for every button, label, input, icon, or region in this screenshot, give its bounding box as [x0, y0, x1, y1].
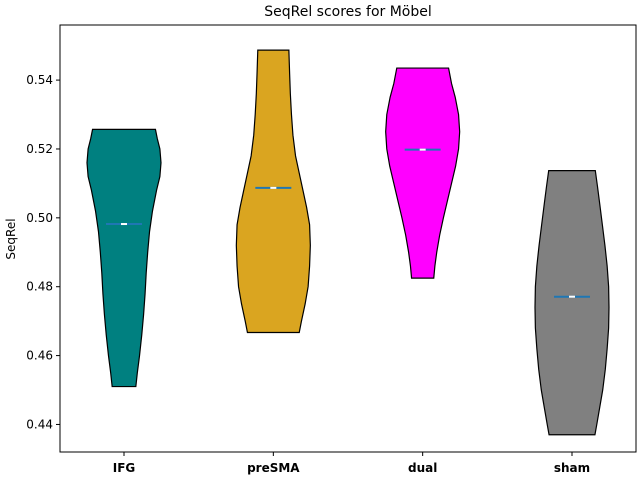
x-tick-label: dual	[408, 461, 437, 475]
y-tick-label: 0.52	[26, 142, 53, 156]
y-tick-label: 0.50	[26, 211, 53, 225]
violin-dual	[385, 67, 461, 279]
y-tick-label: 0.44	[26, 417, 53, 431]
plot-frame	[59, 24, 637, 453]
chart-title: SeqRel scores for Möbel	[264, 4, 432, 20]
x-axis-ticks: IFG preSMA dual sham	[113, 452, 590, 475]
violins-layer	[86, 49, 610, 436]
x-tick-label: sham	[554, 461, 590, 475]
x-tick-label: IFG	[113, 461, 136, 475]
y-axis-ticks: 0.44 0.46 0.48 0.50 0.52 0.54	[26, 73, 60, 431]
y-tick-label: 0.48	[26, 280, 53, 294]
violin-sham	[534, 170, 610, 436]
y-axis-label: SeqRel	[4, 218, 18, 259]
violin-presma	[235, 49, 311, 334]
y-tick-label: 0.54	[26, 73, 53, 87]
violin-ifg	[86, 128, 162, 388]
y-tick-label: 0.46	[26, 349, 53, 363]
x-tick-label: preSMA	[247, 461, 300, 475]
